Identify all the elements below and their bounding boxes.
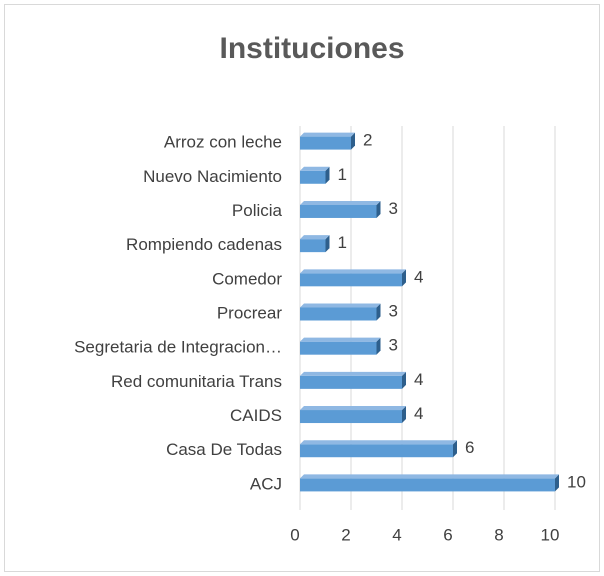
bar-top bbox=[300, 269, 406, 274]
y-tick-label: Segretaria de Integracion… bbox=[74, 338, 282, 357]
data-label: 1 bbox=[338, 165, 347, 184]
bar-side bbox=[453, 440, 457, 458]
bar bbox=[300, 410, 402, 424]
data-label: 4 bbox=[414, 404, 423, 423]
data-label: 1 bbox=[338, 233, 347, 252]
bar-side bbox=[351, 132, 355, 150]
data-label: 10 bbox=[567, 472, 586, 491]
bar-side bbox=[402, 371, 406, 389]
bar-side bbox=[376, 337, 381, 355]
bar bbox=[300, 375, 402, 389]
data-label: 4 bbox=[414, 267, 423, 286]
y-tick-label: ACJ bbox=[250, 474, 282, 493]
data-label: 3 bbox=[389, 336, 398, 355]
x-tick-label: 4 bbox=[392, 525, 401, 544]
bar-top bbox=[300, 337, 381, 342]
bar-top bbox=[300, 406, 406, 411]
data-label: 4 bbox=[414, 370, 423, 389]
x-tick-label: 2 bbox=[341, 525, 350, 544]
bar bbox=[300, 239, 326, 253]
y-tick-label: Comedor bbox=[212, 269, 282, 288]
y-tick-label: Rompiendo cadenas bbox=[126, 235, 282, 254]
bar-top bbox=[300, 440, 457, 445]
y-tick-label: Arroz con leche bbox=[164, 133, 282, 152]
bar-side bbox=[325, 166, 330, 184]
y-tick-label: Nuevo Nacimiento bbox=[143, 167, 282, 186]
x-tick-label: 0 bbox=[290, 525, 299, 544]
bar bbox=[300, 170, 326, 184]
bar-side bbox=[402, 269, 406, 287]
bar bbox=[300, 204, 377, 218]
y-tick-label: Policia bbox=[232, 201, 283, 220]
y-tick-label: CAIDS bbox=[230, 406, 282, 425]
bar-top bbox=[300, 235, 330, 240]
bar-top bbox=[300, 371, 406, 376]
bar-side bbox=[376, 303, 381, 321]
bar-top bbox=[300, 166, 330, 171]
bar bbox=[300, 478, 555, 492]
bar bbox=[300, 136, 351, 150]
y-tick-label: Casa De Todas bbox=[166, 440, 282, 459]
bar-top bbox=[300, 474, 559, 479]
data-label: 6 bbox=[465, 438, 474, 457]
x-tick-label: 10 bbox=[541, 525, 560, 544]
bar-side bbox=[325, 235, 330, 253]
bar-side bbox=[376, 200, 381, 218]
bar-top bbox=[300, 132, 355, 137]
data-label: 2 bbox=[363, 131, 372, 150]
x-tick-label: 6 bbox=[443, 525, 452, 544]
data-label: 3 bbox=[389, 301, 398, 320]
data-label: 3 bbox=[389, 199, 398, 218]
y-tick-label: Procrear bbox=[217, 303, 283, 322]
bar bbox=[300, 341, 377, 355]
bar-top bbox=[300, 200, 381, 205]
bar-side bbox=[402, 406, 406, 424]
bar-top bbox=[300, 303, 381, 308]
x-tick-label: 8 bbox=[494, 525, 503, 544]
chart-title: Instituciones bbox=[219, 32, 404, 65]
y-tick-label: Red comunitaria Trans bbox=[111, 372, 282, 391]
bar bbox=[300, 273, 402, 287]
bar bbox=[300, 444, 453, 458]
bar bbox=[300, 307, 377, 321]
bar-side bbox=[555, 474, 559, 492]
